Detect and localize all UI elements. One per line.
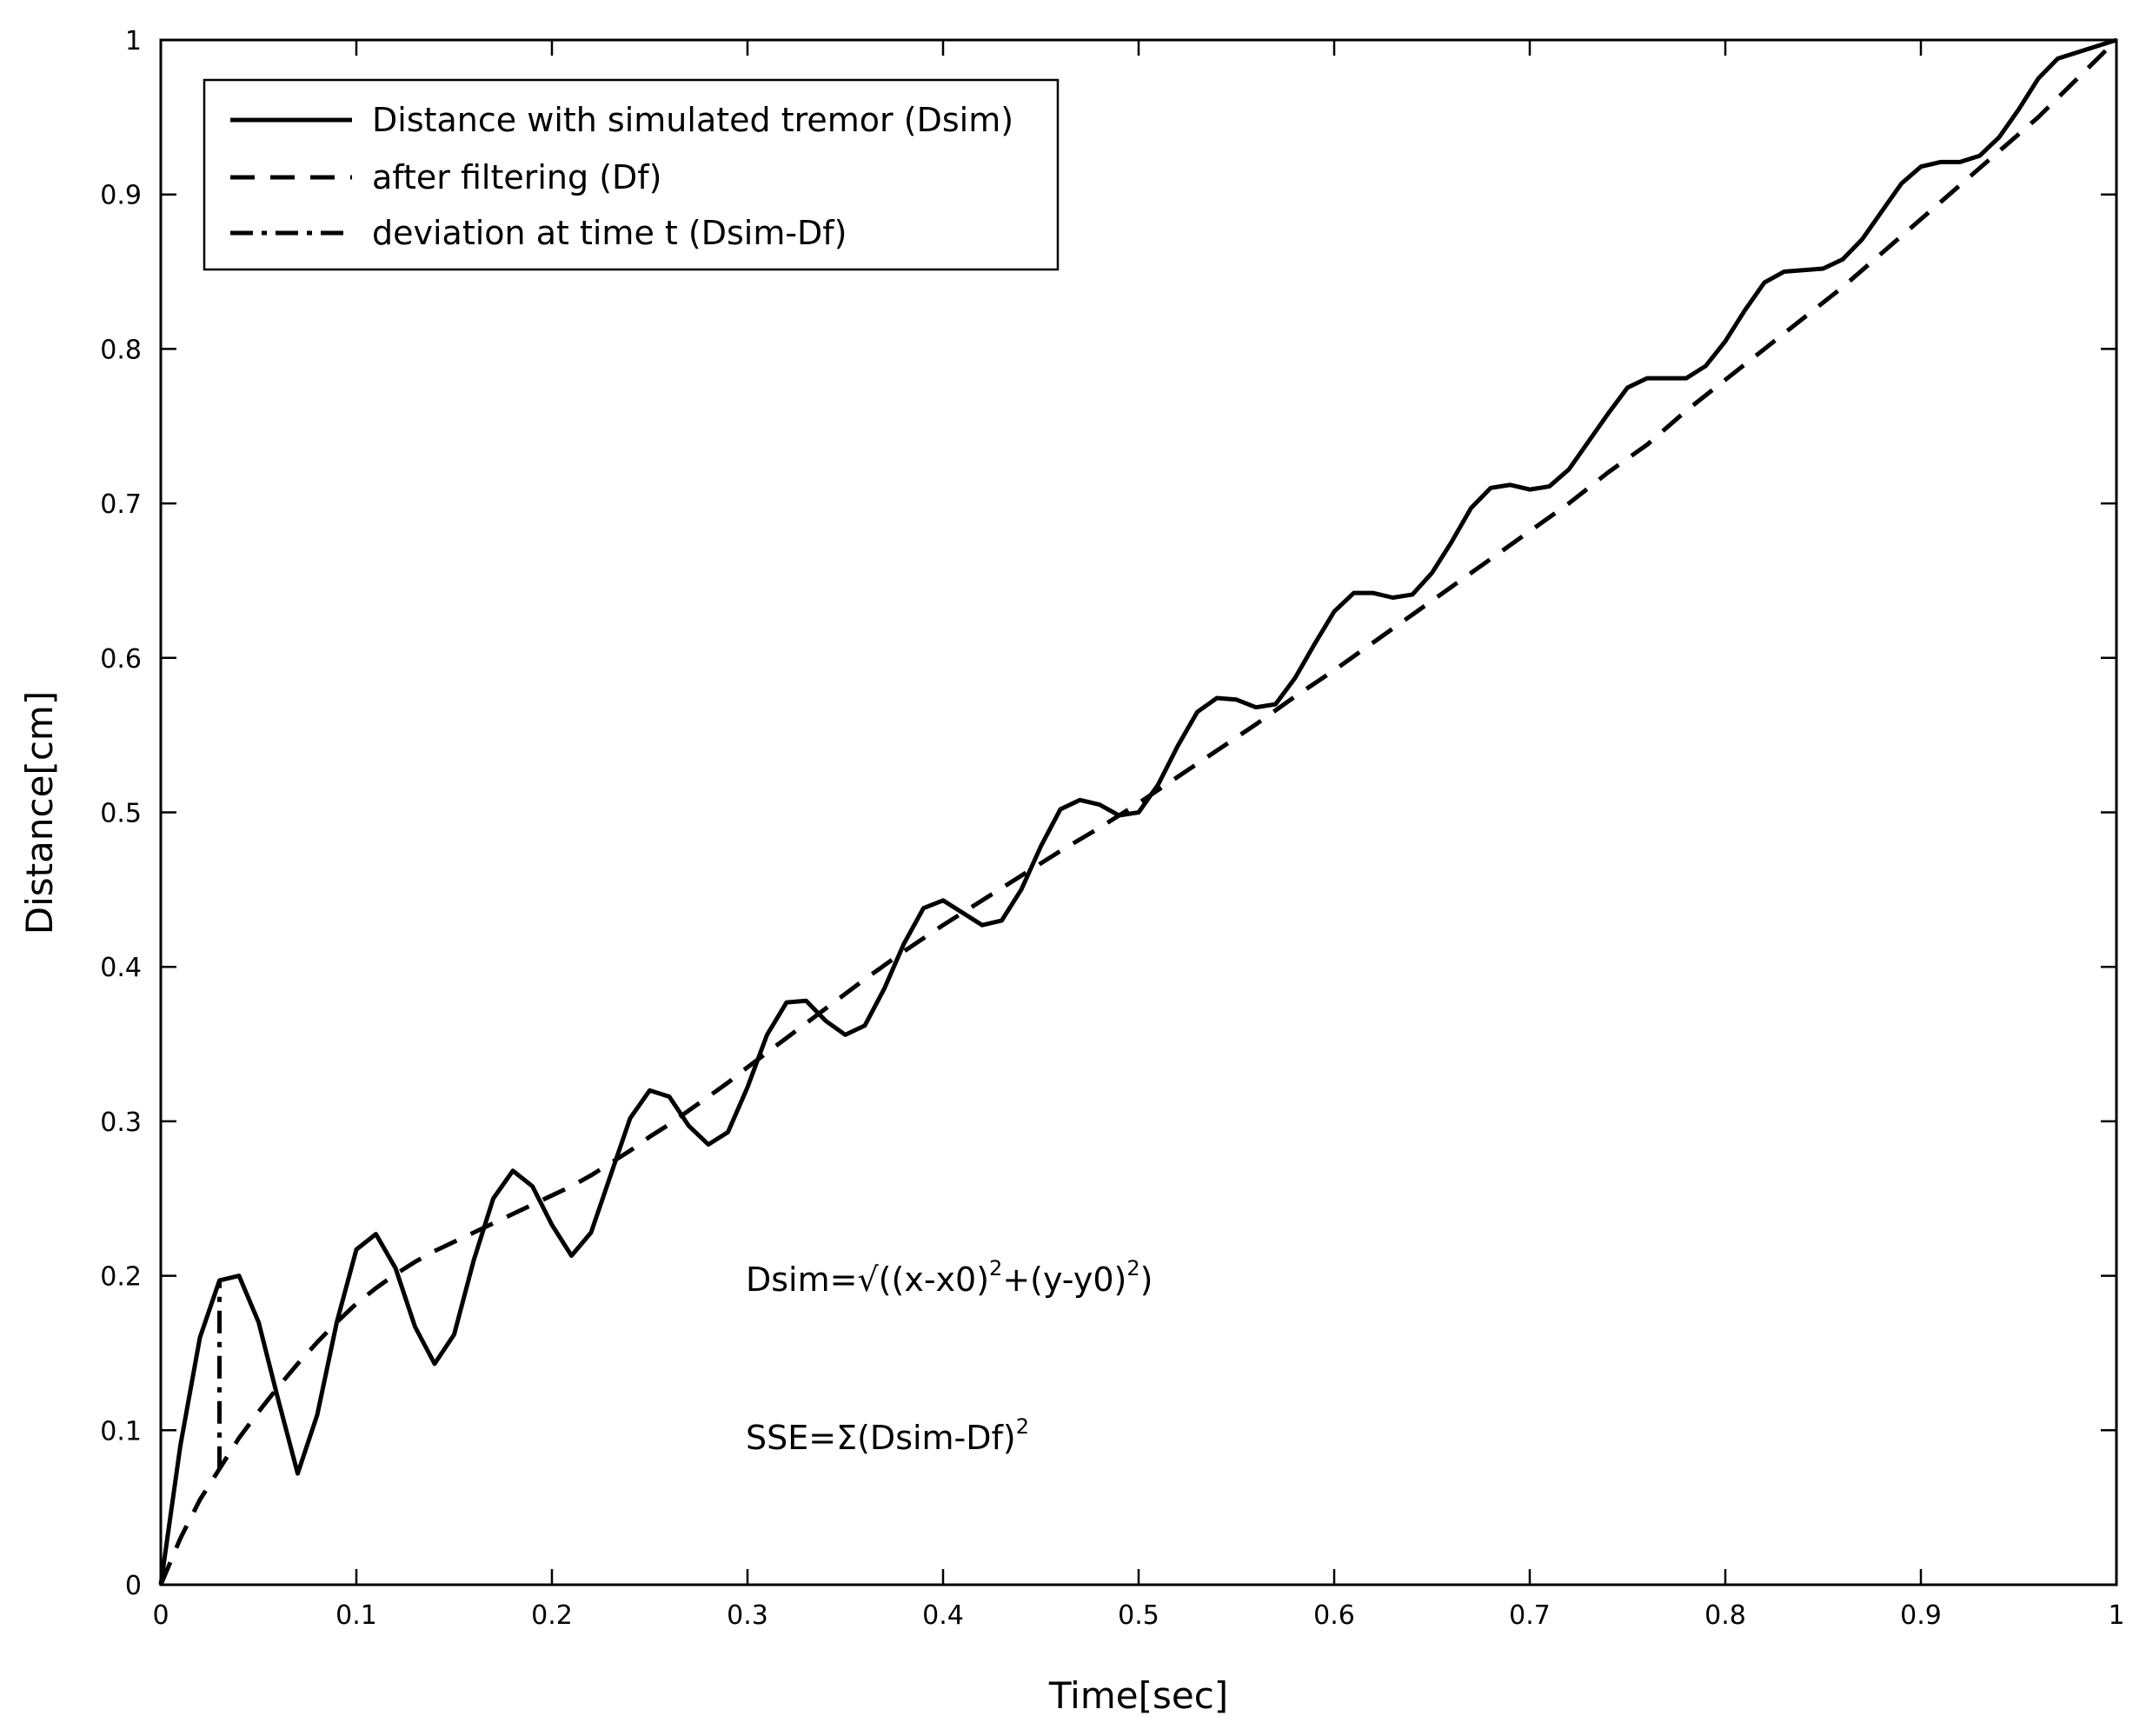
legend-label-dsim: Distance with simulated tremor (Dsim) bbox=[372, 101, 1013, 139]
series-line-df bbox=[158, 38, 2118, 1586]
y-tick-label: 0.6 bbox=[100, 644, 142, 675]
y-axis-ticks: 0 0.1 0.2 0.3 0.4 0.5 0.6 0.7 0.8 0.9 1 bbox=[100, 26, 2116, 1601]
y-tick-label: 0.9 bbox=[100, 181, 142, 211]
legend: Distance with simulated tremor (Dsim) af… bbox=[203, 78, 1060, 271]
x-tick-label: 0.9 bbox=[1900, 1600, 1942, 1631]
y-tick-label: 0.5 bbox=[100, 799, 142, 829]
x-tick-label: 0 bbox=[152, 1600, 169, 1631]
x-tick-label: 0.6 bbox=[1313, 1600, 1355, 1631]
dsim-formula-part2: +(y-y0) bbox=[1002, 1260, 1126, 1299]
legend-label-deviation: deviation at time t (Dsim-Df) bbox=[372, 214, 847, 252]
legend-label-df: after filtering (Df) bbox=[372, 158, 662, 196]
y-tick-label: 0.7 bbox=[100, 489, 142, 520]
sse-formula-part1: SSE=Σ(Dsim-Df) bbox=[746, 1419, 1016, 1457]
x-tick-label: 0.1 bbox=[336, 1600, 377, 1631]
series-line-dsim bbox=[158, 37, 2117, 1586]
annotation-dsim-formula: Dsim=√((x-x0)2+(y-y0)2) bbox=[746, 1256, 1153, 1299]
y-tick-label: 0.3 bbox=[100, 1107, 142, 1138]
x-tick-label: 0.5 bbox=[1118, 1600, 1159, 1631]
y-tick-label: 0.2 bbox=[100, 1262, 142, 1293]
x-tick-label: 0.8 bbox=[1704, 1600, 1746, 1631]
dsim-formula-part3: ) bbox=[1140, 1260, 1153, 1299]
x-tick-label: 0.3 bbox=[727, 1600, 768, 1631]
x-axis-title: Time[sec] bbox=[1048, 1674, 1228, 1717]
dsim-formula-part1: Dsim=√((x-x0) bbox=[746, 1260, 989, 1299]
annotation-sse-formula: SSE=Σ(Dsim-Df)2 bbox=[746, 1414, 1029, 1457]
y-axis-title: Distance[cm] bbox=[18, 691, 61, 935]
y-tick-label: 0.1 bbox=[100, 1416, 142, 1447]
sse-formula-sup1: 2 bbox=[1016, 1414, 1029, 1439]
y-tick-label: 0.8 bbox=[100, 335, 142, 365]
y-tick-label: 0.4 bbox=[100, 953, 142, 983]
x-tick-label: 1 bbox=[2108, 1600, 2124, 1631]
x-tick-label: 0.4 bbox=[922, 1600, 964, 1631]
y-tick-label: 0 bbox=[125, 1571, 142, 1601]
dsim-formula-sup2: 2 bbox=[1126, 1256, 1139, 1280]
y-tick-label: 1 bbox=[125, 26, 142, 57]
x-tick-label: 0.2 bbox=[531, 1600, 573, 1631]
x-tick-label: 0.7 bbox=[1509, 1600, 1551, 1631]
dsim-formula-sup1: 2 bbox=[989, 1256, 1002, 1280]
x-axis-ticks: 0 0.1 0.2 0.3 0.4 0.5 0.6 0.7 0.8 0.9 1 bbox=[152, 40, 2125, 1631]
legend-box bbox=[203, 78, 1060, 271]
series-layer bbox=[158, 37, 2118, 1586]
